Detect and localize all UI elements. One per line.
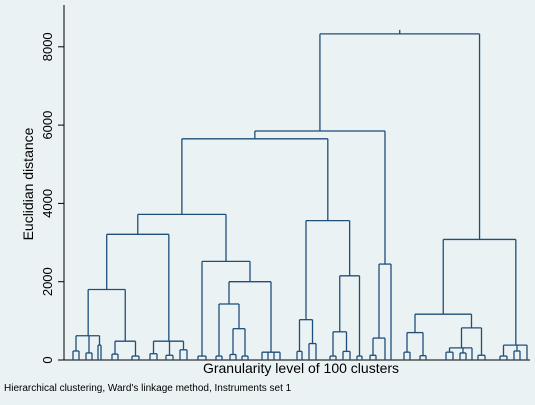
y-axis-title: Euclidian distance — [20, 127, 36, 240]
y-tick-label: 8000 — [40, 32, 55, 61]
y-ticks: 0 2000 4000 6000 8000 — [40, 32, 64, 364]
y-tick-label: 6000 — [40, 111, 55, 140]
y-tick-label: 2000 — [40, 267, 55, 296]
x-axis-title: Granularity level of 100 clusters — [203, 360, 399, 376]
dendrogram-links — [72, 29, 528, 360]
y-tick-label: 0 — [40, 356, 55, 363]
y-tick-label: 4000 — [40, 189, 55, 218]
figure-note: Hierarchical clustering, Ward's linkage … — [4, 383, 292, 394]
